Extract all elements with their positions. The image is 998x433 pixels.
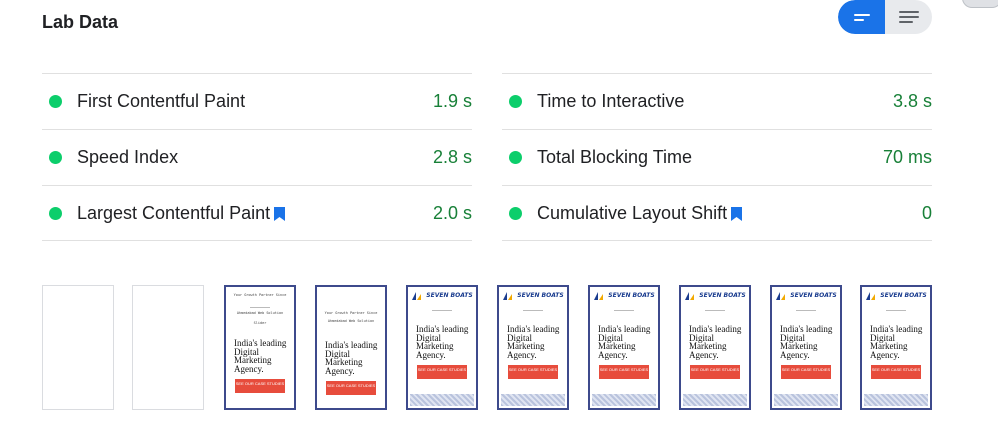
frame-hero-text: India's leading Digital Marketing Agency. — [234, 338, 287, 374]
pass-status-icon — [49, 206, 62, 220]
frame-cta-button: SEE OUR CASE STUDIES — [508, 365, 558, 379]
frame-logo: SEVEN BOATS — [499, 291, 567, 301]
frame-divider — [796, 310, 816, 311]
metric-name[interactable]: Cumulative Layout Shift — [537, 202, 728, 223]
frame-pattern — [410, 394, 474, 406]
filmstrip-frame[interactable] — [132, 285, 204, 410]
filmstrip-frame[interactable] — [42, 285, 114, 410]
frame-hero-text: India's leading Digital Marketing Agency. — [416, 324, 469, 360]
metric-name[interactable]: Total Blocking Time — [537, 147, 693, 167]
frame-logo: SEVEN BOATS — [862, 291, 930, 301]
metric-row: Time to Interactive 3.8 s — [502, 73, 932, 129]
full-lines-icon — [898, 11, 919, 23]
frame-cta-button: SEE OUR CASE STUDIES — [599, 365, 649, 379]
frame-hero-text: India's leading Digital Marketing Agency. — [325, 340, 378, 376]
metric-value: 0 — [921, 202, 932, 223]
frame-cta-button: SEE OUR CASE STUDIES — [326, 381, 376, 395]
boat-logo-icon — [776, 292, 786, 300]
metric-value: 2.8 s — [432, 147, 472, 167]
metric-row: Speed Index 2.8 s — [42, 129, 472, 185]
view-toggle[interactable] — [838, 0, 932, 34]
frame-divider — [886, 310, 906, 311]
frame-cta-button: SEE OUR CASE STUDIES — [690, 365, 740, 379]
frame-hero-text: India's leading Digital Marketing Agency. — [598, 324, 651, 360]
frame-top-line: Your Growth Partner Since — [324, 311, 378, 315]
frame-hero-text: India's leading Digital Marketing Agency. — [780, 324, 833, 360]
metric-name[interactable]: First Contentful Paint — [77, 91, 246, 111]
boat-logo-icon — [412, 292, 422, 300]
frame-pattern — [774, 394, 838, 406]
filmstrip-frame[interactable]: SEVEN BOATS India's leading Digital Market… — [679, 285, 751, 410]
filmstrip-frame[interactable]: SEVEN BOATS India's leading Digital Market… — [860, 285, 932, 410]
filmstrip: Your Growth Partner Since Ahmedabad Web … — [42, 285, 932, 410]
metric-row: Cumulative Layout Shift 0 — [502, 185, 932, 241]
frame-hero-text: India's leading Digital Marketing Agency. — [870, 324, 923, 360]
filmstrip-frame[interactable]: Your Growth Partner Since Ahmedabad Web … — [315, 285, 387, 410]
pass-status-icon — [49, 95, 62, 108]
metric-row: Total Blocking Time 70 ms — [502, 129, 932, 185]
section-title: Lab Data — [42, 12, 119, 32]
frame-logo: SEVEN BOATS — [590, 291, 658, 301]
frame-pattern — [592, 394, 656, 406]
boat-logo-icon — [594, 292, 604, 300]
frame-tiny-line: Slider — [253, 321, 267, 325]
filmstrip-frame[interactable]: Your Growth Partner Since Ahmedabad Web … — [224, 285, 296, 410]
frame-logo: SEVEN BOATS — [772, 291, 840, 301]
frame-small-line: Ahmedabad Web Solution — [236, 311, 284, 315]
boat-logo-icon — [866, 292, 876, 300]
metrics-left-column: First Contentful Paint 1.9 s Speed Index… — [42, 73, 472, 241]
frame-hero-text: India's leading Digital Marketing Agency. — [689, 324, 742, 360]
frame-divider — [614, 310, 634, 311]
frame-divider — [432, 310, 452, 311]
frame-divider — [705, 310, 725, 311]
metric-value: 70 ms — [882, 147, 932, 167]
pass-status-icon — [509, 95, 522, 108]
frame-cta-button: SEE OUR CASE STUDIES — [235, 379, 285, 393]
frame-cta-button: SEE OUR CASE STUDIES — [781, 365, 831, 379]
boat-logo-icon — [685, 292, 695, 300]
frame-logo: SEVEN BOATS — [681, 291, 749, 301]
metric-name[interactable]: Largest Contentful Paint — [77, 202, 271, 223]
avatar[interactable] — [962, 0, 998, 8]
frame-logo: SEVEN BOATS — [408, 291, 476, 301]
filmstrip-frame[interactable]: SEVEN BOATS India's leading Digital Market… — [497, 285, 569, 410]
pass-status-icon — [49, 151, 62, 164]
frame-divider — [523, 310, 543, 311]
frame-top-line: Your Growth Partner Since — [233, 293, 287, 297]
list-view-button[interactable] — [838, 0, 885, 34]
filmstrip-frame[interactable]: SEVEN BOATS India's leading Digital Market… — [588, 285, 660, 410]
frame-divider — [250, 307, 270, 308]
frame-cta-button: SEE OUR CASE STUDIES — [417, 365, 467, 379]
boat-logo-icon — [503, 292, 513, 300]
detail-view-button[interactable] — [885, 0, 932, 34]
metric-row: Largest Contentful Paint 2.0 s — [42, 185, 472, 241]
metric-name[interactable]: Time to Interactive — [537, 91, 685, 111]
metric-row: First Contentful Paint 1.9 s — [42, 73, 472, 129]
pass-status-icon — [509, 206, 522, 220]
frame-pattern — [864, 394, 928, 406]
metric-value: 3.8 s — [892, 91, 932, 111]
filmstrip-frame[interactable]: SEVEN BOATS India's leading Digital Market… — [770, 285, 842, 410]
frame-small-line: Ahmedabad Web Solution — [327, 319, 375, 323]
filmstrip-frame[interactable]: SEVEN BOATS India's leading Digital Market… — [406, 285, 478, 410]
short-lines-icon — [853, 13, 870, 21]
metric-value: 2.0 s — [432, 202, 472, 223]
metric-name[interactable]: Speed Index — [77, 147, 179, 167]
frame-cta-button: SEE OUR CASE STUDIES — [871, 365, 921, 379]
frame-hero-text: India's leading Digital Marketing Agency. — [507, 324, 560, 360]
pass-status-icon — [509, 151, 522, 164]
bookmark-icon — [274, 207, 286, 221]
bookmark-icon — [731, 207, 743, 221]
frame-pattern — [501, 394, 565, 406]
metric-value: 1.9 s — [432, 91, 472, 111]
metrics-right-column: Time to Interactive 3.8 s Total Blocking… — [502, 73, 932, 241]
frame-pattern — [683, 394, 747, 406]
